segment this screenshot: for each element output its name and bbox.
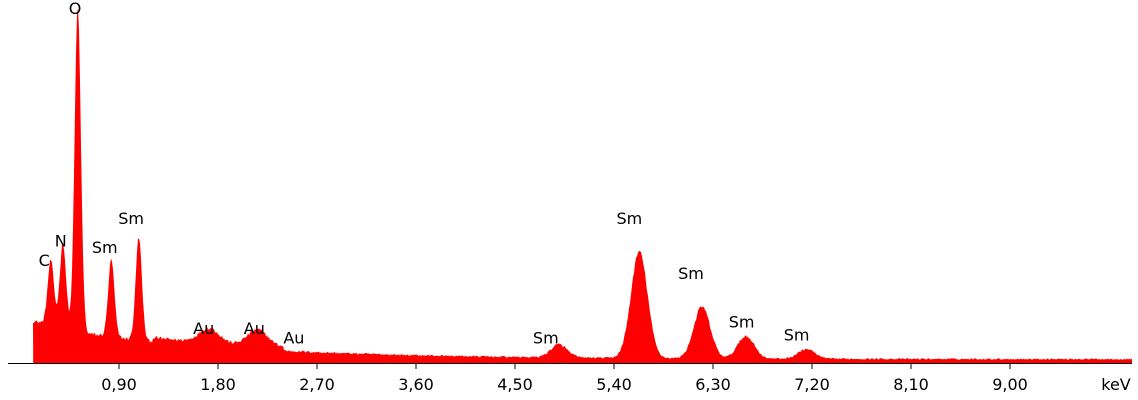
x-tick-label: 1,80 xyxy=(200,375,236,394)
x-tick-label: 9,00 xyxy=(992,375,1028,394)
x-tick-label: 6,30 xyxy=(695,375,731,394)
x-tick-label: 7,20 xyxy=(794,375,830,394)
peak-label: Sm xyxy=(617,209,643,228)
x-tick-label: 3,60 xyxy=(398,375,434,394)
spectrum-area xyxy=(33,8,1132,363)
peak-label: C xyxy=(39,251,50,270)
peak-label: Sm xyxy=(729,312,755,331)
peak-label: Au xyxy=(193,319,214,338)
spectrum-layer xyxy=(33,8,1132,363)
peak-label: Sm xyxy=(533,329,559,348)
x-axis-unit-label: keV xyxy=(1101,375,1131,394)
peak-label: Sm xyxy=(118,209,144,228)
peak-label: Au xyxy=(244,319,265,338)
peak-label: Sm xyxy=(784,325,810,344)
peak-label: N xyxy=(55,232,67,251)
x-tick-label: 4,50 xyxy=(497,375,533,394)
x-tick-label: 0,90 xyxy=(101,375,137,394)
peak-label: Sm xyxy=(92,238,118,257)
peak-label: Au xyxy=(283,329,304,348)
x-tick-label: 5,40 xyxy=(596,375,632,394)
peak-label: Sm xyxy=(678,264,704,283)
peak-label: O xyxy=(69,0,82,18)
x-tick-label: 8,10 xyxy=(893,375,929,394)
x-axis-ticks: 0,90 1,80 2,70 3,60 4,50 5,40 6,30 7,20 8,10 9,00 xyxy=(101,363,1028,394)
x-tick-label: 2,70 xyxy=(299,375,335,394)
